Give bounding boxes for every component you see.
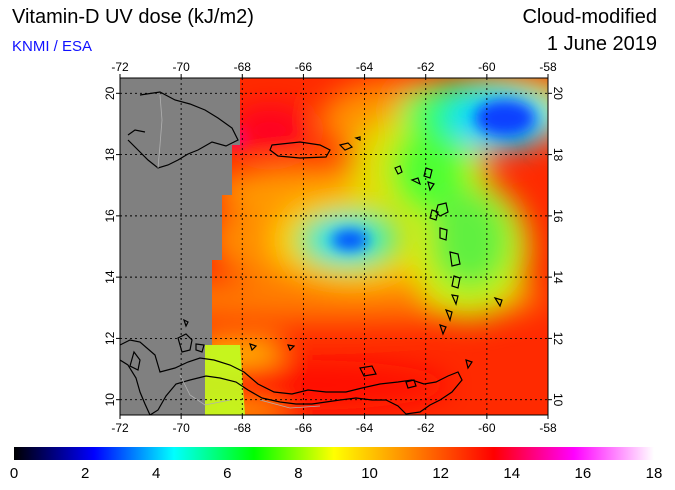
lon-tick-label-bottom: -72 [111,421,129,435]
colorbar-tick-label: 18 [645,465,663,482]
map-frame [119,77,549,416]
lon-tick-label-top: -58 [539,60,557,74]
colorbar [14,447,654,460]
lat-tick-label-right: 18 [551,148,565,162]
lon-tick-label-bottom: -62 [417,421,435,435]
colorbar-tick-label: 16 [574,465,592,482]
colorbar-tick-label: 0 [9,465,19,482]
lon-tick-label-top: -66 [295,60,313,74]
lon-tick-label-top: -60 [478,60,496,74]
lon-tick-label-bottom: -66 [295,421,313,435]
uv-dose-map: -72 -72 -70 -70 -68 -68 -66 -66 -64 -64 -62 -62 -60 -… [103,60,565,435]
lat-tick-label-left: 12 [103,331,117,345]
product-label: Cloud-modified [522,6,657,28]
colorbar-tick-label: 14 [503,465,521,482]
lon-tick-label-bottom: -64 [356,421,374,435]
colorbar-tick-label: 8 [294,465,303,482]
lon-tick-label-bottom: -70 [172,421,190,435]
map-title: Vitamin-D UV dose (kJ/m2) [12,6,254,28]
colorbar-tick-label: 6 [223,465,232,482]
lat-tick-label-right: 20 [551,87,565,101]
lat-tick-label-left: 14 [103,270,117,284]
lon-tick-label-bottom: -68 [234,421,252,435]
colorbar-tick-label: 2 [80,465,90,482]
lon-tick-label-bottom: -58 [539,421,557,435]
colorbar-tick-label: 4 [152,465,161,482]
lon-tick-label-top: -72 [111,60,129,74]
axis-ticks: -72 -72 -70 -70 -68 -68 -66 -66 -64 -64 -62 -62 -60 -… [103,60,565,435]
uv-field [120,78,548,415]
lat-tick-label-left: 16 [103,209,117,223]
lon-tick-label-top: -62 [417,60,435,74]
date-label: 1 June 2019 [546,33,657,55]
lon-tick-label-top: -68 [234,60,252,74]
colorbar-tick-label: 12 [432,465,449,482]
graticule [120,78,548,415]
lat-tick-label-left: 20 [103,86,117,100]
lat-tick-label-left: 10 [103,393,117,407]
lon-tick-label-top: -70 [172,60,190,74]
lat-tick-label-right: 14 [551,270,565,284]
lon-tick-label-bottom: -60 [478,421,496,435]
lat-tick-label-right: 12 [551,332,565,346]
borders [157,94,321,409]
lon-tick-label-top: -64 [356,60,374,74]
colorbar-tick-label: 10 [361,465,378,482]
lat-tick-label-left: 18 [103,148,117,162]
lat-tick-label-right: 10 [551,393,565,407]
credit-label: KNMI / ESA [12,38,93,55]
lat-tick-label-right: 16 [551,209,565,223]
